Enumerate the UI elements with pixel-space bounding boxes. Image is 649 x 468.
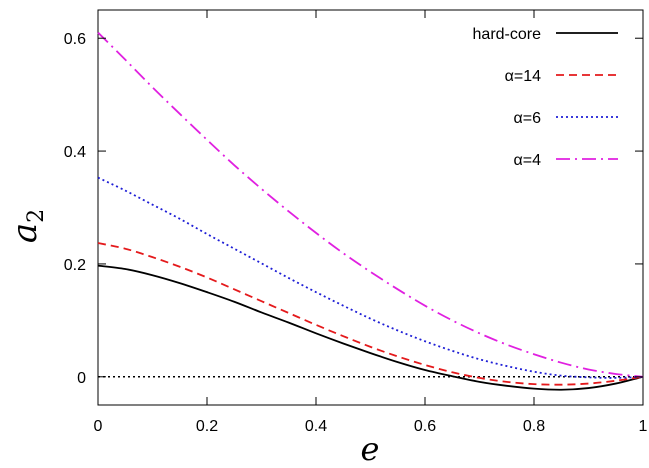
series-line-3 — [97, 31, 644, 378]
y-tick-label: 0.2 — [64, 257, 86, 274]
svg-text:a2: a2 — [5, 209, 49, 243]
tick-layer: 0 0.2 0.4 0.6 0.8 1 0 0.2 0.4 0.6 — [64, 10, 648, 435]
series-line-2 — [97, 176, 644, 379]
x-tick-label: 0.4 — [305, 418, 327, 435]
plot-frame — [97, 9, 644, 406]
y-axis-label-group: a2 — [5, 209, 49, 243]
legend-label: hard-core — [473, 26, 542, 43]
series-line-0 — [97, 264, 644, 391]
legend-label: α=6 — [514, 110, 542, 127]
y-tick-label: 0.4 — [64, 144, 86, 161]
x-tick-label: 0.8 — [523, 418, 545, 435]
x-tick-label: 0 — [94, 418, 103, 435]
y-tick-label: 0.6 — [64, 31, 86, 48]
legend-label: α=4 — [514, 152, 542, 169]
y-axis-label: a — [5, 223, 45, 243]
x-tick-label: 0.2 — [196, 418, 218, 435]
legend-label: α=14 — [505, 68, 541, 85]
y-tick-label: 0 — [77, 370, 86, 387]
series-line-1 — [97, 242, 644, 386]
legend: hard-core α=14 α=6 α=4 — [473, 26, 618, 169]
y-axis-label-subscript: 2 — [24, 209, 49, 223]
x-axis-label: e — [361, 430, 380, 468]
series-layer — [97, 31, 644, 391]
x-tick-label: 1 — [639, 418, 648, 435]
x-tick-label: 0.6 — [414, 418, 436, 435]
